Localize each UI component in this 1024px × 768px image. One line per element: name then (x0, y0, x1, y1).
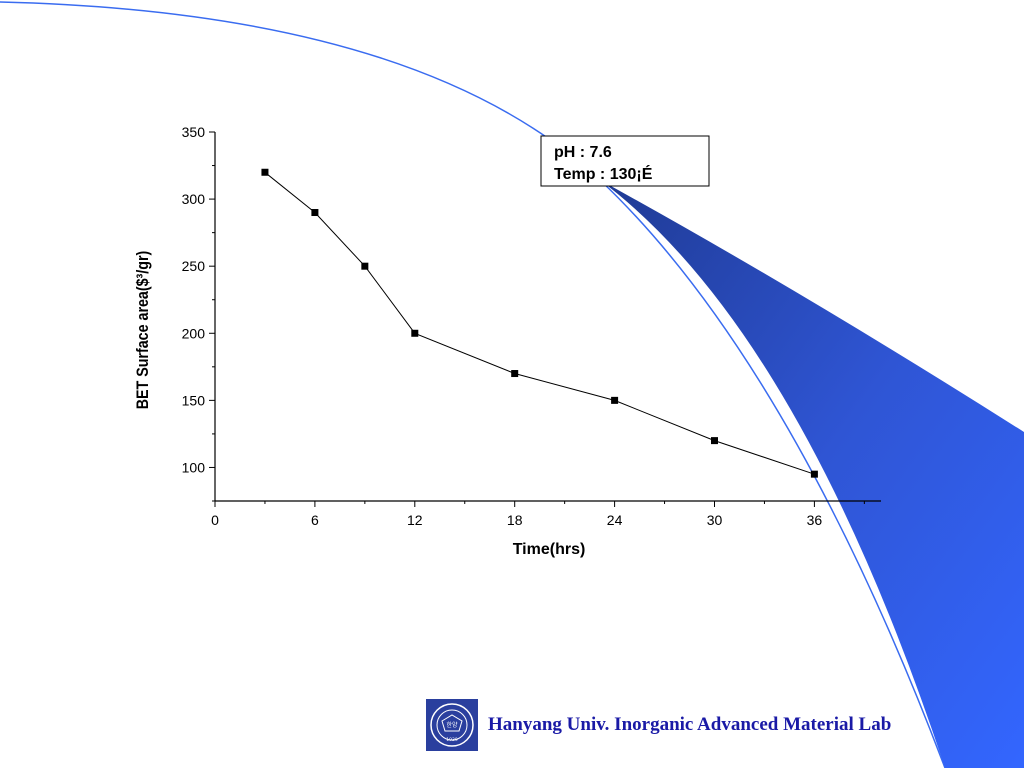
x-tick-label: 36 (807, 512, 823, 528)
data-point (311, 209, 319, 217)
y-axis-title: BET Surface area($³/gr) (134, 251, 152, 410)
x-tick-label: 24 (607, 512, 623, 528)
x-ticks: 0 6 12 18 24 30 36 (211, 501, 865, 528)
x-tick-label: 12 (407, 512, 423, 528)
series (264, 171, 815, 475)
lab-name: Hanyang Univ. Inorganic Advanced Materia… (488, 714, 892, 735)
data-point (411, 329, 419, 337)
data-point (711, 437, 718, 445)
data-point (611, 396, 619, 404)
y-ticks: 100 150 200 250 300 350 (182, 124, 215, 502)
annotation-box: pH : 7.6 Temp : 130¡É (540, 135, 710, 187)
x-tick-label: 30 (707, 512, 723, 528)
data-points (261, 168, 818, 478)
y-tick-label: 250 (182, 258, 206, 274)
data-point (261, 168, 269, 176)
y-tick-label: 350 (182, 124, 206, 140)
y-tick-label: 150 (182, 392, 206, 408)
y-tick-label: 100 (182, 459, 206, 475)
x-tick-label: 6 (311, 512, 319, 528)
x-axis-title: Time(hrs) (513, 541, 586, 558)
y-tick-label: 300 (182, 191, 206, 207)
series-line (264, 171, 815, 475)
x-tick-label: 18 (507, 512, 523, 528)
svg-text:1939: 1939 (446, 737, 458, 743)
decorative-swoosh (600, 180, 1024, 768)
data-point (511, 370, 519, 378)
y-tick-label: 200 (182, 325, 206, 341)
axes (214, 132, 881, 502)
annotation-line-1: pH : 7.6 (554, 144, 612, 161)
svg-text:한양: 한양 (446, 721, 458, 729)
annotation-line-2: Temp : 130¡É (554, 164, 653, 183)
data-point (810, 470, 818, 478)
x-tick-label: 0 (211, 512, 219, 528)
university-seal-logo: 한양 1939 (426, 699, 478, 751)
data-point (361, 262, 369, 270)
footer: 한양 1939 Hanyang Univ. Inorganic Advanced… (426, 699, 891, 751)
